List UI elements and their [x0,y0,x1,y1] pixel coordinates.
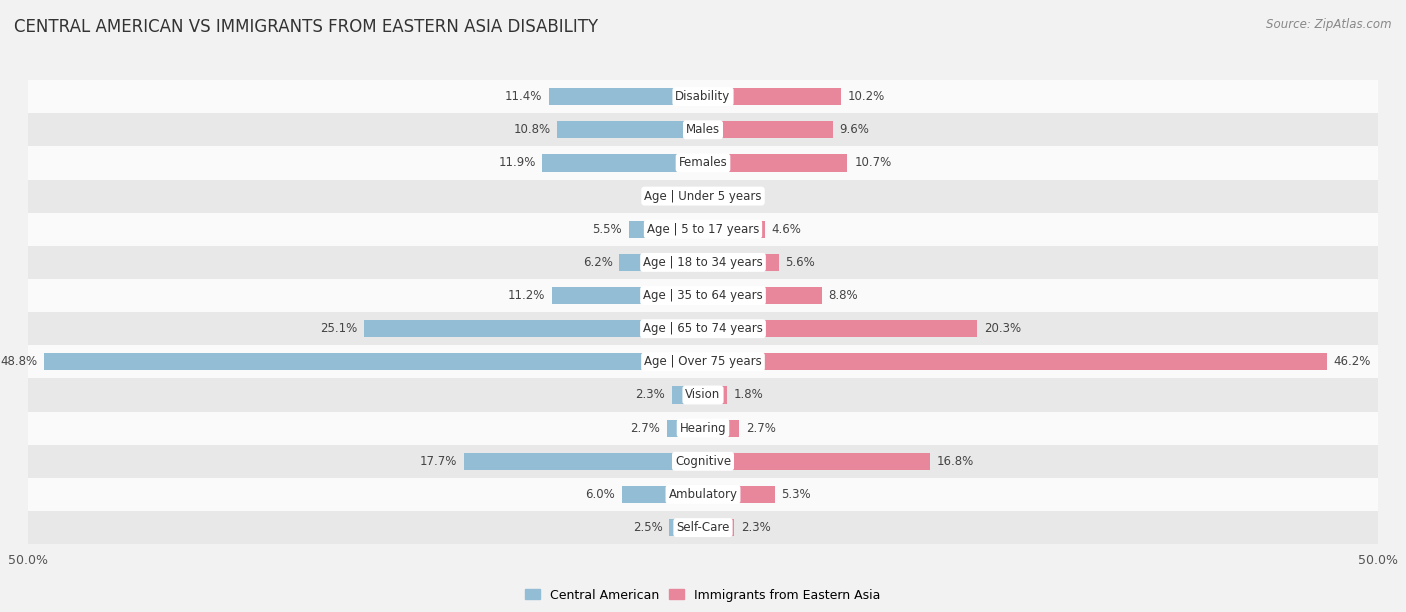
Text: 6.0%: 6.0% [585,488,616,501]
Text: 1.0%: 1.0% [723,190,754,203]
Bar [703,486,775,503]
Bar [28,511,1378,544]
Bar [686,187,703,204]
Bar [28,246,1378,279]
Bar [28,345,1378,378]
Bar [28,146,1378,179]
Bar [28,113,1378,146]
Bar [28,411,1378,445]
Text: Self-Care: Self-Care [676,521,730,534]
Text: 11.2%: 11.2% [508,289,546,302]
Bar [28,312,1378,345]
Text: Hearing: Hearing [679,422,727,435]
Bar [551,287,703,304]
Bar [28,80,1378,113]
Text: Age | 5 to 17 years: Age | 5 to 17 years [647,223,759,236]
Bar [703,453,929,470]
Bar [703,519,734,536]
Text: 16.8%: 16.8% [936,455,974,468]
Bar [703,187,717,204]
Bar [45,353,703,370]
Text: Ambulatory: Ambulatory [668,488,738,501]
Legend: Central American, Immigrants from Eastern Asia: Central American, Immigrants from Easter… [520,584,886,606]
Text: Source: ZipAtlas.com: Source: ZipAtlas.com [1267,18,1392,31]
Bar [703,287,821,304]
Bar [28,478,1378,511]
Bar [703,154,848,171]
Bar [703,420,740,437]
Text: Age | 65 to 74 years: Age | 65 to 74 years [643,322,763,335]
Text: 4.6%: 4.6% [772,223,801,236]
Text: 5.3%: 5.3% [782,488,811,501]
Text: 10.8%: 10.8% [513,123,551,136]
Text: 1.2%: 1.2% [650,190,681,203]
Text: 11.9%: 11.9% [498,157,536,170]
Text: 25.1%: 25.1% [321,322,357,335]
Bar [550,88,703,105]
Text: Age | Over 75 years: Age | Over 75 years [644,356,762,368]
Text: 2.3%: 2.3% [636,389,665,401]
Bar [621,486,703,503]
Bar [703,320,977,337]
Bar [703,386,727,404]
Text: Females: Females [679,157,727,170]
Text: 10.2%: 10.2% [848,90,884,103]
Text: 17.7%: 17.7% [420,455,457,468]
Bar [703,254,779,271]
Bar [666,420,703,437]
Bar [28,279,1378,312]
Text: CENTRAL AMERICAN VS IMMIGRANTS FROM EASTERN ASIA DISABILITY: CENTRAL AMERICAN VS IMMIGRANTS FROM EAST… [14,18,598,36]
Text: 2.3%: 2.3% [741,521,770,534]
Bar [619,254,703,271]
Bar [557,121,703,138]
Bar [628,220,703,238]
Bar [703,220,765,238]
Text: Disability: Disability [675,90,731,103]
Text: 8.8%: 8.8% [828,289,858,302]
Bar [364,320,703,337]
Text: 11.4%: 11.4% [505,90,543,103]
Text: 48.8%: 48.8% [0,356,38,368]
Bar [703,121,832,138]
Bar [703,353,1327,370]
Text: Age | 35 to 64 years: Age | 35 to 64 years [643,289,763,302]
Bar [28,179,1378,212]
Text: 10.7%: 10.7% [855,157,891,170]
Text: 9.6%: 9.6% [839,123,869,136]
Text: Cognitive: Cognitive [675,455,731,468]
Text: Males: Males [686,123,720,136]
Bar [464,453,703,470]
Text: 6.2%: 6.2% [582,256,613,269]
Text: 20.3%: 20.3% [984,322,1021,335]
Text: Age | 18 to 34 years: Age | 18 to 34 years [643,256,763,269]
Text: 2.5%: 2.5% [633,521,662,534]
Text: Vision: Vision [685,389,721,401]
Bar [28,445,1378,478]
Text: 5.5%: 5.5% [592,223,621,236]
Text: Age | Under 5 years: Age | Under 5 years [644,190,762,203]
Bar [703,88,841,105]
Text: 2.7%: 2.7% [747,422,776,435]
Text: 1.8%: 1.8% [734,389,763,401]
Bar [543,154,703,171]
Text: 2.7%: 2.7% [630,422,659,435]
Text: 5.6%: 5.6% [786,256,815,269]
Bar [672,386,703,404]
Bar [28,378,1378,411]
Bar [28,212,1378,246]
Text: 46.2%: 46.2% [1333,356,1371,368]
Bar [669,519,703,536]
